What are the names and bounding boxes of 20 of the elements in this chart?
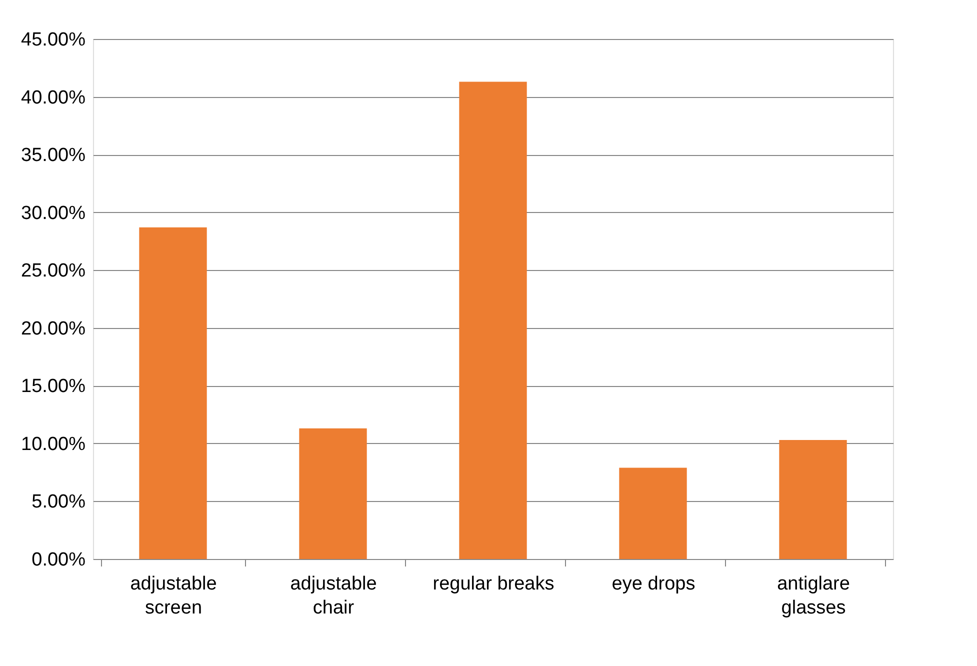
bar [779, 440, 847, 559]
y-tick-label: 5.00% [32, 492, 86, 513]
bar [619, 468, 687, 559]
x-tick-label: antiglare glasses [777, 574, 850, 618]
y-tick-label: 15.00% [21, 376, 86, 398]
bar [459, 82, 527, 559]
x-tick-label: adjustable chair [290, 574, 377, 618]
y-tick-label: 20.00% [21, 318, 86, 340]
y-tick-label: 10.00% [21, 434, 86, 455]
bar [139, 227, 207, 559]
y-tick-label: 25.00% [21, 260, 86, 282]
x-tick-label: eye drops [612, 574, 696, 594]
y-tick-label: 0.00% [32, 550, 86, 570]
x-tick-label: adjustable screen [130, 574, 217, 618]
y-tick-label: 45.00% [21, 30, 86, 50]
x-tick-label: regular breaks [432, 574, 554, 594]
y-tick-label: 40.00% [21, 87, 86, 108]
y-tick-label: 35.00% [21, 145, 86, 166]
y-tick-label: 30.00% [21, 202, 86, 224]
bar [299, 428, 367, 559]
